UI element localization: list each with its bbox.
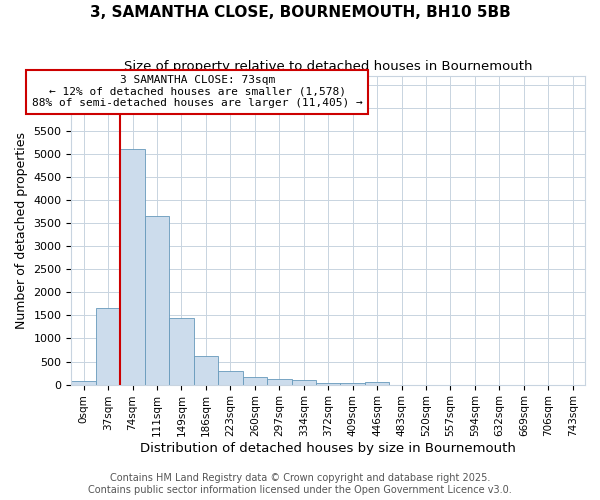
- Y-axis label: Number of detached properties: Number of detached properties: [15, 132, 28, 328]
- Text: 3 SAMANTHA CLOSE: 73sqm
← 12% of detached houses are smaller (1,578)
88% of semi: 3 SAMANTHA CLOSE: 73sqm ← 12% of detache…: [32, 75, 363, 108]
- X-axis label: Distribution of detached houses by size in Bournemouth: Distribution of detached houses by size …: [140, 442, 516, 455]
- Text: 3, SAMANTHA CLOSE, BOURNEMOUTH, BH10 5BB: 3, SAMANTHA CLOSE, BOURNEMOUTH, BH10 5BB: [89, 5, 511, 20]
- Bar: [145, 216, 169, 384]
- Bar: [194, 356, 218, 384]
- Title: Size of property relative to detached houses in Bournemouth: Size of property relative to detached ho…: [124, 60, 532, 73]
- Bar: [96, 308, 121, 384]
- Bar: [267, 378, 292, 384]
- Bar: [365, 382, 389, 384]
- Bar: [316, 382, 340, 384]
- Bar: [292, 380, 316, 384]
- Text: Contains HM Land Registry data © Crown copyright and database right 2025.
Contai: Contains HM Land Registry data © Crown c…: [88, 474, 512, 495]
- Bar: [121, 150, 145, 384]
- Bar: [169, 318, 194, 384]
- Bar: [71, 381, 96, 384]
- Bar: [340, 383, 365, 384]
- Bar: [242, 377, 267, 384]
- Bar: [218, 370, 242, 384]
